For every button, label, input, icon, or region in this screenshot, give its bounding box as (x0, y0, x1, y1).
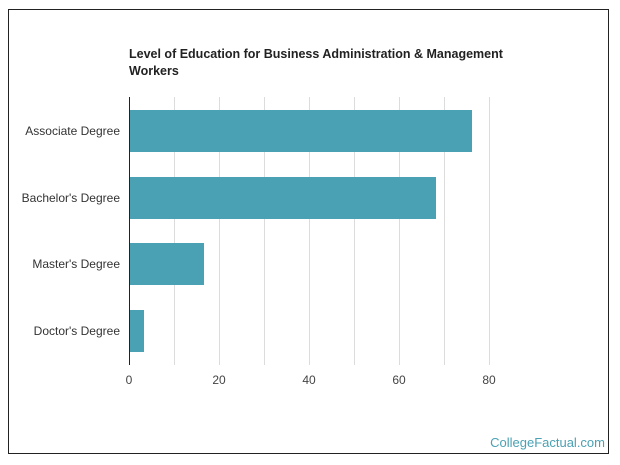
category-label: Associate Degree (25, 124, 120, 138)
category-label: Bachelor's Degree (21, 191, 120, 205)
chart-title-line-1: Level of Education for Business Administ… (129, 47, 503, 61)
branding-link[interactable]: CollegeFactual.com (490, 435, 605, 450)
gridline (354, 97, 355, 365)
gridline (489, 97, 490, 365)
chart-title-line-2: Workers (129, 64, 179, 78)
x-tick-label: 40 (302, 373, 316, 387)
chart-frame (8, 9, 609, 454)
gridline (444, 97, 445, 365)
bar[interactable] (130, 177, 436, 219)
chart-title: Level of Education for Business Administ… (129, 46, 519, 80)
category-label: Master's Degree (32, 257, 120, 271)
gridline (219, 97, 220, 365)
x-tick-label: 0 (125, 373, 133, 387)
category-label: Doctor's Degree (33, 324, 120, 338)
x-tick-label: 60 (392, 373, 406, 387)
gridline (309, 97, 310, 365)
bar[interactable] (130, 110, 472, 152)
bar[interactable] (130, 243, 205, 285)
x-tick-label: 80 (482, 373, 496, 387)
gridline (399, 97, 400, 365)
gridline (264, 97, 265, 365)
bar[interactable] (130, 310, 144, 352)
gridline (174, 97, 175, 365)
y-axis-line (129, 97, 130, 365)
x-tick-label: 20 (212, 373, 226, 387)
